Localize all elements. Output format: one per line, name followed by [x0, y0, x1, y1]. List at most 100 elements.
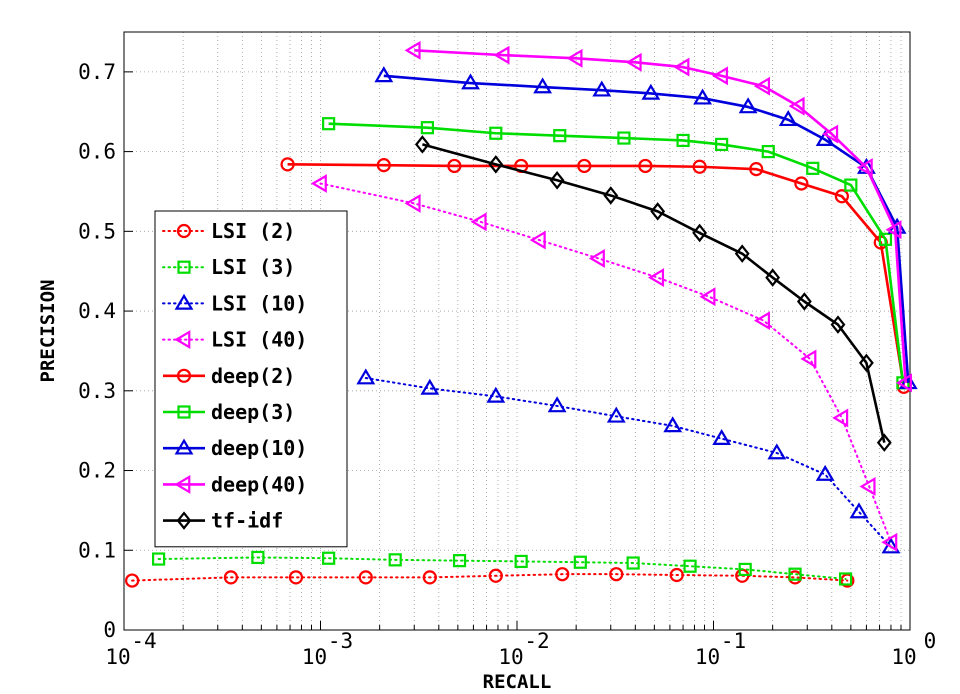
x-tick-exponent: -4	[131, 629, 156, 653]
data-point-lsi-3	[788, 567, 802, 581]
data-point-lsi-3	[322, 551, 336, 565]
data-point-tf-idf	[692, 223, 708, 243]
legend-label: deep(40)	[211, 472, 307, 496]
data-point-deep-3	[676, 133, 690, 148]
data-point-deep-40	[493, 45, 510, 65]
data-point-lsi-3	[626, 556, 640, 570]
data-point-lsi-10	[712, 428, 732, 445]
legend-item: LSI (40)	[162, 328, 307, 352]
data-point-lsi-2	[555, 567, 570, 582]
x-tick-label: 10	[695, 645, 720, 669]
data-point-lsi-2	[358, 570, 373, 585]
data-point-tf-idf	[796, 292, 812, 311]
data-point-tf-idf	[650, 202, 666, 221]
legend-label: LSI (3)	[211, 255, 295, 279]
legend-marker	[177, 405, 191, 419]
data-point-deep-40	[788, 96, 805, 116]
series-line-deep-40	[414, 49, 907, 383]
series-lsi-2	[125, 567, 855, 588]
legend-marker	[174, 474, 191, 494]
data-point-deep-3	[322, 117, 336, 131]
data-point-deep-40	[885, 220, 902, 240]
data-point-lsi-40	[859, 477, 876, 496]
x-tick-label: 10	[498, 645, 523, 669]
data-point-lsi-3	[738, 562, 752, 577]
data-point-lsi-3	[388, 553, 402, 567]
data-point-deep-10	[738, 97, 758, 114]
data-point-lsi-40	[648, 268, 665, 288]
data-point-deep-10	[461, 73, 480, 90]
data-point-deep-2	[280, 157, 295, 172]
data-point-tf-idf	[603, 186, 619, 205]
data-point-deep-2	[794, 176, 809, 191]
data-point-deep-2	[749, 162, 764, 177]
x-tick-label: 10	[105, 645, 130, 669]
legend-item: deep(40)	[163, 472, 307, 496]
data-point-lsi-40	[753, 311, 771, 331]
legend-label: LSI (2)	[211, 219, 295, 243]
data-point-lsi-3	[452, 554, 467, 568]
data-point-deep-3	[553, 129, 567, 143]
data-point-lsi-3	[838, 572, 853, 586]
series-line-deep-2	[287, 163, 906, 388]
data-point-deep-10	[592, 80, 612, 97]
series-layer	[125, 40, 918, 588]
data-point-tf-idf	[765, 268, 781, 287]
y-tick-label: 0.3	[78, 379, 116, 403]
data-point-lsi-40	[470, 212, 487, 232]
data-point-lsi-2	[609, 567, 624, 582]
data-point-deep-10	[693, 88, 713, 105]
data-point-lsi-40	[588, 249, 605, 268]
data-point-deep-2	[376, 158, 391, 173]
legend-item: LSI (10)	[162, 291, 307, 315]
data-point-deep-40	[856, 158, 873, 177]
data-point-lsi-3	[573, 555, 587, 569]
data-point-lsi-40	[404, 194, 421, 213]
data-point-lsi-10	[606, 406, 626, 423]
series-line-tf-idf	[422, 143, 886, 443]
data-point-deep-10	[641, 83, 661, 100]
legend-marker	[177, 260, 191, 274]
legend-label: tf-idf	[211, 509, 283, 533]
legend-marker	[174, 330, 191, 350]
x-tick-exponent: -2	[524, 629, 549, 653]
series-tf-idf	[414, 135, 892, 452]
data-point-deep-3	[878, 232, 893, 246]
data-point-lsi-10	[663, 416, 683, 433]
data-point-lsi-3	[514, 554, 528, 569]
series-lsi-3	[152, 550, 853, 586]
legend-label: LSI (10)	[211, 291, 307, 315]
data-point-deep-40	[673, 57, 690, 77]
legend-item: LSI (2)	[162, 219, 295, 243]
x-axis-label: RECALL	[483, 671, 552, 693]
data-point-lsi-40	[310, 174, 327, 193]
data-point-deep-3	[715, 137, 729, 152]
y-tick-label: 0.4	[78, 299, 116, 323]
data-point-lsi-40	[529, 230, 546, 250]
x-tick-label: 10	[891, 645, 916, 669]
data-point-lsi-3	[152, 552, 166, 566]
legend-marker	[176, 368, 192, 383]
legend-item: LSI (3)	[162, 255, 295, 279]
data-point-lsi-40	[699, 287, 716, 307]
data-point-lsi-10	[815, 464, 835, 481]
data-point-deep-2	[638, 158, 653, 174]
series-line-lsi-10	[364, 377, 892, 549]
data-point-lsi-10	[420, 378, 440, 395]
y-axis-label: PRECISION	[37, 280, 59, 383]
data-point-lsi-2	[488, 568, 503, 583]
legend-label: deep(10)	[211, 436, 307, 460]
data-point-deep-40	[566, 48, 583, 68]
data-point-lsi-40	[800, 349, 817, 369]
legend-item: deep(2)	[163, 364, 295, 388]
y-tick-label: 0.7	[78, 60, 116, 84]
y-tick-label: 0	[103, 618, 116, 642]
data-point-lsi-2	[223, 570, 239, 585]
data-point-deep-40	[625, 52, 642, 72]
data-point-deep-2	[577, 158, 592, 174]
legend-label: LSI (40)	[211, 328, 307, 352]
data-point-lsi-10	[486, 386, 506, 403]
legend-label: deep(3)	[211, 400, 295, 424]
grid	[124, 32, 910, 630]
